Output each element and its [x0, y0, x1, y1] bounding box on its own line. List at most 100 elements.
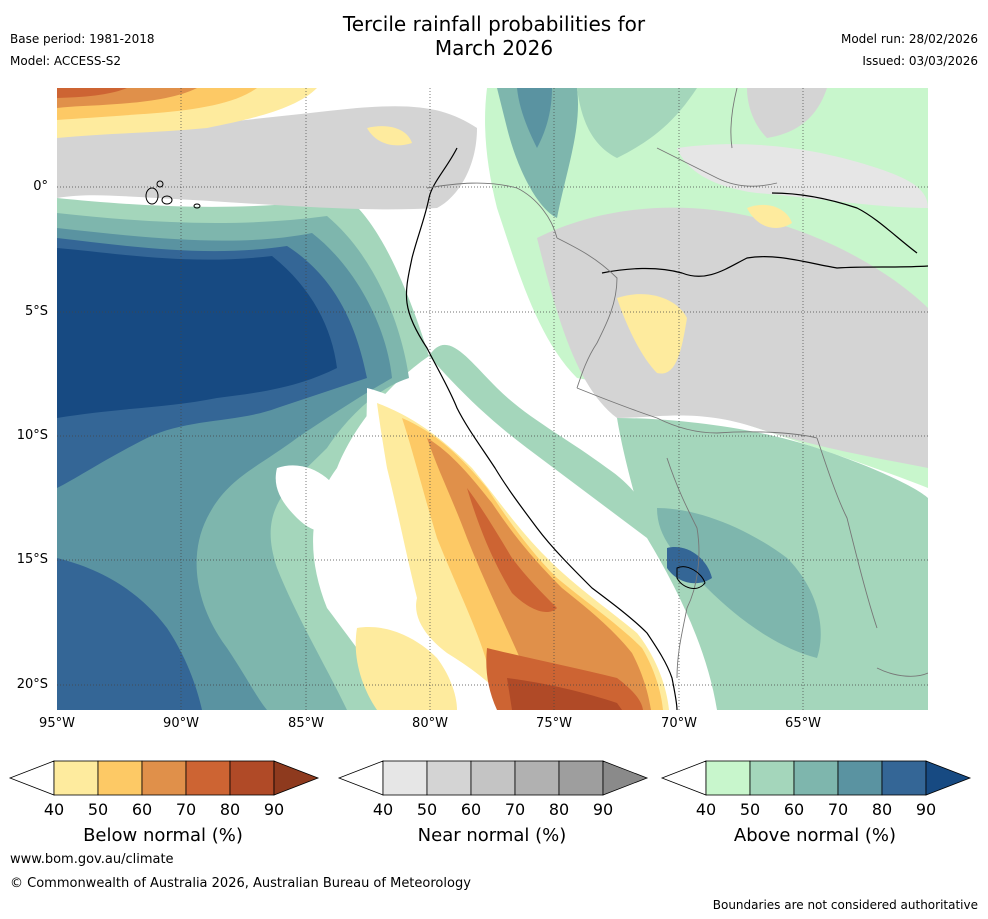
- lat-tick-20s: 20°S: [16, 677, 48, 692]
- lon-tick-85w: 85°W: [288, 716, 324, 731]
- colorbar-near-segment: [470, 760, 516, 796]
- colorbar-above-segment: [881, 760, 927, 796]
- island-3: [156, 180, 164, 188]
- ocean-south-above-80: [57, 558, 202, 710]
- coast-below-80-mid: [467, 488, 557, 613]
- colorbar-near-tick: 90: [592, 800, 614, 819]
- colorbar-above-tick: 90: [915, 800, 937, 819]
- land-above-70-south: [657, 508, 821, 658]
- border-peru-brazil: [556, 237, 618, 389]
- colorbar-above-segment: [705, 760, 751, 796]
- coastline: [405, 147, 678, 710]
- colorbar-near-label: Near normal (%): [417, 825, 567, 846]
- border-colombia-venezuela: [656, 147, 778, 187]
- colorbar-below-low-extend: [8, 760, 55, 796]
- river-north: [771, 192, 918, 254]
- border-colombia-ecuador: [426, 182, 558, 239]
- coast-below-90-south: [507, 678, 622, 710]
- lake-titicaca: [676, 566, 706, 589]
- meta-left: Base period: 1981-2018 Model: ACCESS-S2: [10, 28, 155, 72]
- colorbar-below-segment: [141, 760, 187, 796]
- colorbar-below-tick: 80: [219, 800, 241, 819]
- lat-tick-0: 0°: [33, 179, 48, 194]
- colorbar-near-tick: 50: [416, 800, 438, 819]
- colorbar-above-tick: 70: [827, 800, 849, 819]
- title-line-1: Tercile rainfall probabilities for: [342, 12, 646, 36]
- colorbar-near-tick: 80: [548, 800, 570, 819]
- colorbar-below-tick: 70: [175, 800, 197, 819]
- issued-date: Issued: 03/03/2026: [862, 54, 978, 68]
- colorbar-near-tick: 60: [460, 800, 482, 819]
- model-name: Model: ACCESS-S2: [10, 54, 122, 68]
- land-above-60-north: [577, 88, 697, 158]
- colorbar-near-segment: [426, 760, 472, 796]
- title-line-2: March 2026: [434, 36, 554, 60]
- land-near-60: [537, 207, 928, 468]
- base-period: Base period: 1981-2018: [10, 32, 155, 46]
- colorbar-below-segment: [185, 760, 231, 796]
- lat-tick-5s: 5°S: [24, 304, 48, 319]
- lon-tick-70w: 70°W: [661, 716, 697, 731]
- colorbar-near: [337, 760, 649, 796]
- colorbar-above-low-extend: [660, 760, 707, 796]
- border-peru-bolivia: [576, 387, 818, 439]
- colorbar-above: [660, 760, 972, 796]
- border-bolivia-brazil: [816, 437, 878, 629]
- colorbar-below-label: Below normal (%): [83, 825, 243, 846]
- colorbar-near-low-extend: [337, 760, 384, 796]
- coast-below-70: [427, 438, 651, 710]
- amazon-river: [601, 256, 928, 277]
- colorbar-below-tick: 90: [263, 800, 285, 819]
- lat-tick-15s: 15°S: [16, 552, 48, 567]
- land-near-50-north: [677, 144, 928, 208]
- land-below-50-small: [747, 204, 792, 228]
- island-1: [145, 187, 159, 205]
- ocean-white-patch: [275, 465, 347, 532]
- map-svg: [57, 88, 928, 710]
- colorbar-below: [8, 760, 320, 796]
- border-north-1: [730, 88, 738, 149]
- border-bolivia-chile: [666, 457, 700, 679]
- ocean-above-90: [57, 248, 337, 418]
- lon-tick-95w: 95°W: [39, 716, 75, 731]
- coast-below-50-south: [355, 627, 457, 710]
- colorbar-below-tick: 40: [43, 800, 65, 819]
- land-above-70-north: [497, 88, 578, 218]
- island-2: [161, 195, 173, 205]
- colorbar-above-tick: 40: [695, 800, 717, 819]
- lon-tick-65w: 65°W: [785, 716, 821, 731]
- colorbar-near-tick: 40: [372, 800, 394, 819]
- colorbar-near-tick: 70: [504, 800, 526, 819]
- colorbar-near-high-extend: [602, 760, 649, 796]
- land-below-50-patch: [617, 294, 687, 374]
- colorbar-near-segment: [514, 760, 560, 796]
- colorbar-above-high-extend: [925, 760, 972, 796]
- colorbar-above-tick: 80: [871, 800, 893, 819]
- chart-title: Tercile rainfall probabilities for March…: [0, 12, 988, 60]
- colorbar-below-segment: [53, 760, 99, 796]
- north-below-80: [57, 88, 127, 98]
- land-above-80-lake: [667, 547, 712, 584]
- probability-map: [57, 88, 928, 710]
- colorbar-near-segment: [382, 760, 428, 796]
- lat-tick-10s: 10°S: [16, 428, 48, 443]
- footer-url[interactable]: www.bom.gov.au/climate: [10, 852, 174, 867]
- lon-tick-90w: 90°W: [163, 716, 199, 731]
- colorbar-below-high-extend: [273, 760, 320, 796]
- lon-tick-75w: 75°W: [536, 716, 572, 731]
- border-paraguay: [876, 667, 928, 677]
- colorbar-above-tick: 50: [739, 800, 761, 819]
- colorbar-below-segment: [229, 760, 275, 796]
- colorbar-above-segment: [749, 760, 795, 796]
- colorbar-below-tick: 50: [87, 800, 109, 819]
- country-borders: [426, 88, 928, 679]
- colorbar-above-segment: [793, 760, 839, 796]
- model-run-date: Model run: 28/02/2026: [840, 32, 978, 46]
- island-4: [193, 203, 201, 209]
- colorbars-svg: [8, 760, 972, 796]
- footer-copyright: © Commonwealth of Australia 2026, Austra…: [10, 876, 471, 891]
- lon-tick-80w: 80°W: [412, 716, 448, 731]
- colorbar-above-segment: [837, 760, 883, 796]
- land-near-60-north: [747, 88, 827, 138]
- galapagos-islands: [145, 180, 201, 209]
